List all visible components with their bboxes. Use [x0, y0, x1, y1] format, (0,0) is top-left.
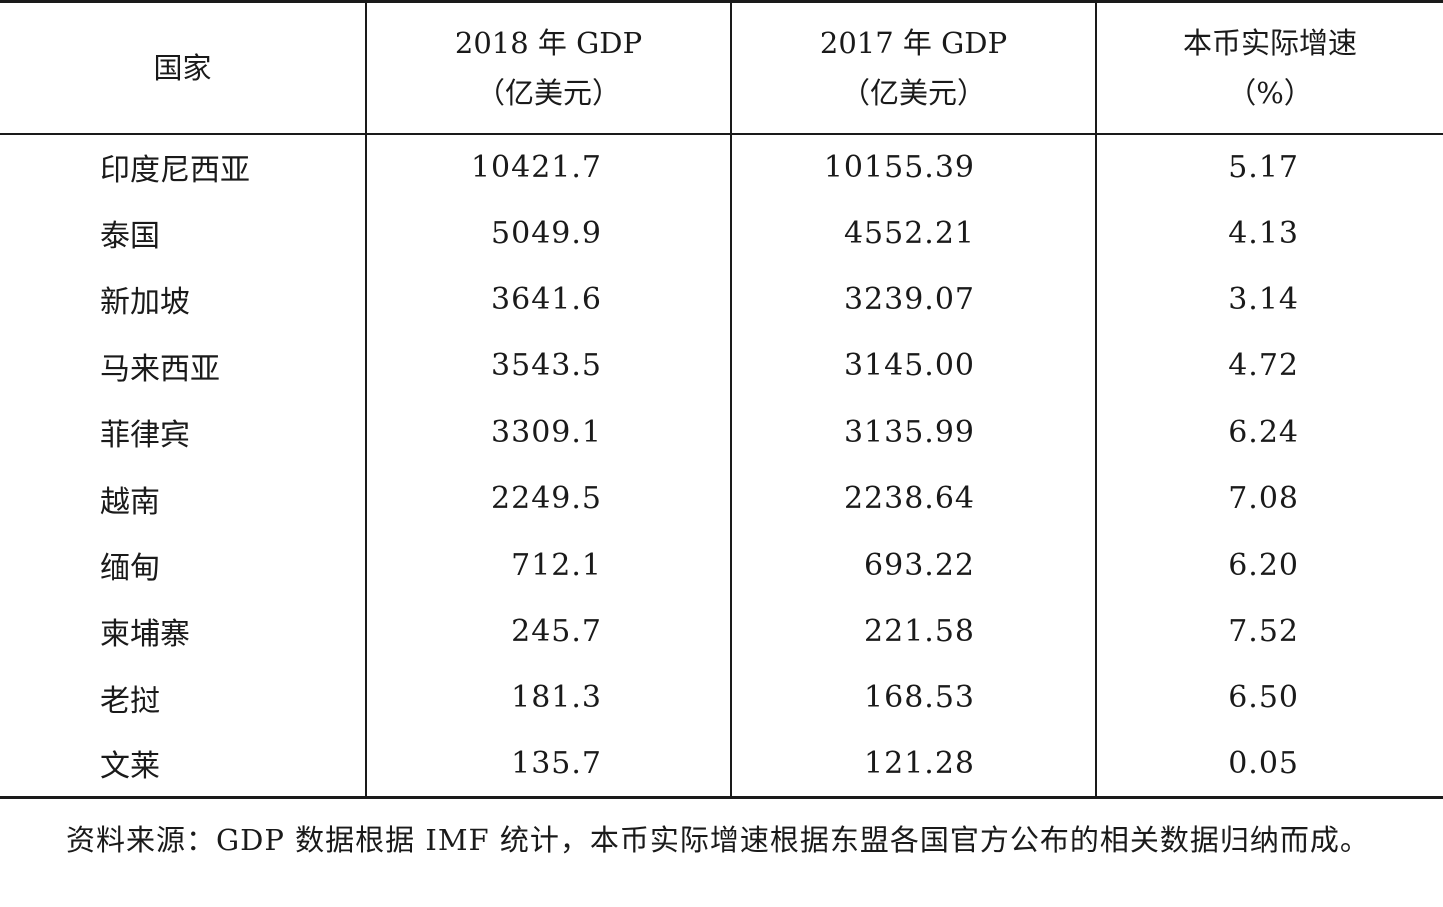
- cell-gdp-2018: 181.3: [365, 664, 731, 732]
- table-body: 印度尼西亚 10421.7 10155.39 5.17 泰国 5049.9 45…: [0, 133, 1443, 799]
- cell-gdp-2017: 4552.21: [730, 199, 1096, 267]
- cell-country: 印度尼西亚: [100, 153, 250, 189]
- gdp-table-container: 国家 2018 年 GDP （亿美元） 2017 年 GDP （亿美元） 本币实…: [0, 0, 1443, 799]
- cell-country: 老挝: [100, 683, 160, 719]
- table-row: 越南 2249.5 2238.64 7.08: [0, 465, 1443, 532]
- cell-growth: 4.13: [1095, 199, 1443, 267]
- cell-gdp-2018: 5049.9: [365, 199, 731, 267]
- cell-country: 文莱: [0, 731, 366, 799]
- cell-country: 新加坡: [100, 285, 190, 321]
- cell-gdp-2018: 3543.5: [365, 332, 731, 400]
- cell-gdp-2017: 2238.64: [730, 465, 1096, 532]
- gdp-table: 国家 2018 年 GDP （亿美元） 2017 年 GDP （亿美元） 本币实…: [0, 0, 1443, 799]
- table-header: 国家 2018 年 GDP （亿美元） 2017 年 GDP （亿美元） 本币实…: [0, 0, 1443, 135]
- cell-growth: 0.05: [1095, 731, 1443, 799]
- cell-gdp-2018: 135.7: [365, 731, 731, 799]
- table-row: 老挝 181.3 168.53 6.50: [0, 664, 1443, 732]
- cell-gdp-2017: 3145.00: [730, 332, 1096, 400]
- cell-gdp-2017: 10155.39: [730, 133, 1096, 200]
- cell-growth: 3.14: [1095, 266, 1443, 333]
- header-gdp-2017: 2017 年 GDP （亿美元）: [730, 0, 1096, 135]
- cell-country: 柬埔寨: [100, 617, 190, 653]
- header-growth-label: 本币实际增速: [1182, 25, 1357, 60]
- cell-country: 缅甸: [100, 551, 160, 587]
- table-row: 新加坡 3641.6 3239.07 3.14: [0, 266, 1443, 333]
- cell-country: 泰国: [100, 219, 160, 255]
- header-growth: 本币实际增速 （%）: [1095, 0, 1443, 135]
- cell-gdp-2017: 3239.07: [730, 266, 1096, 333]
- cell-country: 菲律宾: [100, 418, 190, 454]
- cell-gdp-2018: 2249.5: [365, 465, 731, 532]
- cell-gdp-2018: 10421.7: [365, 133, 731, 200]
- cell-growth: 4.72: [1095, 332, 1443, 400]
- header-gdp-2018-label: 2018 年 GDP: [454, 25, 643, 60]
- table-row: 柬埔寨 245.7 221.58 7.52: [0, 598, 1443, 665]
- cell-growth: 6.50: [1095, 664, 1443, 732]
- header-country-label: 国家: [153, 50, 212, 85]
- table-row: 菲律宾 3309.1 3135.99 6.24: [0, 399, 1443, 466]
- header-gdp-2018: 2018 年 GDP （亿美元）: [365, 0, 731, 135]
- cell-gdp-2017: 221.58: [730, 598, 1096, 665]
- cell-growth: 6.24: [1095, 399, 1443, 466]
- header-growth-unit: （%）: [1227, 75, 1313, 110]
- table-row: 印度尼西亚 10421.7 10155.39 5.17: [0, 133, 1443, 200]
- header-row: 国家 2018 年 GDP （亿美元） 2017 年 GDP （亿美元） 本币实…: [0, 0, 1443, 135]
- table-row: 泰国 5049.9 4552.21 4.13: [0, 199, 1443, 267]
- cell-growth: 5.17: [1095, 133, 1443, 200]
- table-row: 文莱 135.7 121.28 0.05: [0, 731, 1443, 799]
- cell-gdp-2018: 3641.6: [365, 266, 731, 333]
- table-row: 缅甸 712.1 693.22 6.20: [0, 531, 1443, 599]
- source-footnote: 资料来源：GDP 数据根据 IMF 统计，本币实际增速根据东盟各国官方公布的相关…: [66, 823, 1370, 857]
- cell-country: 越南: [100, 484, 160, 520]
- cell-gdp-2017: 3135.99: [730, 399, 1096, 466]
- table-row: 马来西亚 3543.5 3145.00 4.72: [0, 332, 1443, 400]
- cell-gdp-2017: 121.28: [730, 731, 1096, 799]
- cell-growth: 7.08: [1095, 465, 1443, 532]
- header-country: 国家: [0, 0, 366, 135]
- cell-country: 马来西亚: [100, 351, 220, 387]
- cell-gdp-2018: 712.1: [365, 531, 731, 599]
- cell-growth: 7.52: [1095, 598, 1443, 665]
- header-gdp-2017-label: 2017 年 GDP: [819, 25, 1008, 60]
- header-gdp-2018-unit: （亿美元）: [475, 75, 621, 110]
- cell-gdp-2017: 168.53: [730, 664, 1096, 732]
- cell-gdp-2018: 3309.1: [365, 399, 731, 466]
- cell-gdp-2017: 693.22: [730, 531, 1096, 599]
- cell-growth: 6.20: [1095, 531, 1443, 599]
- cell-gdp-2018: 245.7: [365, 598, 731, 665]
- header-gdp-2017-unit: （亿美元）: [840, 75, 986, 110]
